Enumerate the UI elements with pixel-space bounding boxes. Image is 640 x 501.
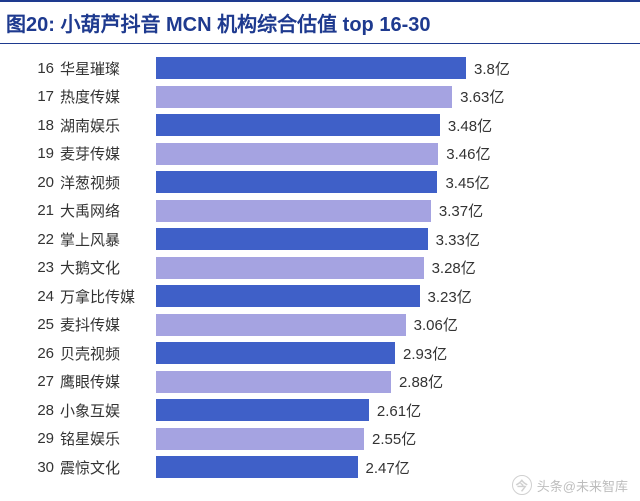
rank-label: 27 <box>20 373 60 390</box>
bar <box>156 143 438 165</box>
bar-row: 20洋葱视频 3.45亿 <box>20 168 620 197</box>
bar-wrap: 3.37亿 <box>156 200 620 222</box>
name-label: 贝壳视频 <box>60 343 156 364</box>
bar-row: 18湖南娱乐 3.48亿 <box>20 111 620 140</box>
bar <box>156 456 358 478</box>
name-label: 鹰眼传媒 <box>60 371 156 392</box>
chart-container: 图20: 小葫芦抖音 MCN 机构综合估值 top 16-30 16华星璀璨 3.… <box>0 0 640 501</box>
value-label: 3.48亿 <box>448 115 492 136</box>
bar <box>156 257 424 279</box>
bar <box>156 399 369 421</box>
value-label: 3.46亿 <box>446 143 490 164</box>
bar-row: 17热度传媒 3.63亿 <box>20 83 620 112</box>
rank-label: 22 <box>20 231 60 248</box>
bar-row: 28小象互娱 2.61亿 <box>20 396 620 425</box>
bar-row: 19麦芽传媒 3.46亿 <box>20 140 620 169</box>
value-label: 3.37亿 <box>439 200 483 221</box>
bar-wrap: 2.61亿 <box>156 399 620 421</box>
name-label: 洋葱视频 <box>60 172 156 193</box>
bar-wrap: 3.46亿 <box>156 143 620 165</box>
bar-row: 29铭星娱乐 2.55亿 <box>20 425 620 454</box>
value-label: 3.23亿 <box>428 286 472 307</box>
bar-row: 23大鹅文化 3.28亿 <box>20 254 620 283</box>
bar-row: 16华星璀璨 3.8亿 <box>20 54 620 83</box>
rank-label: 17 <box>20 88 60 105</box>
bar-wrap: 2.93亿 <box>156 342 620 364</box>
bar <box>156 342 395 364</box>
bar-wrap: 2.55亿 <box>156 428 620 450</box>
value-label: 2.93亿 <box>403 343 447 364</box>
bar <box>156 371 391 393</box>
bar-wrap: 2.88亿 <box>156 371 620 393</box>
name-label: 掌上风暴 <box>60 229 156 250</box>
value-label: 3.45亿 <box>445 172 489 193</box>
bar <box>156 314 406 336</box>
bar-row: 22掌上风暴 3.33亿 <box>20 225 620 254</box>
bar-wrap: 3.28亿 <box>156 257 620 279</box>
chart-rows: 16华星璀璨 3.8亿 17热度传媒 3.63亿 18湖南娱乐 3.48亿 19麦芽传媒 3.… <box>0 44 640 486</box>
value-label: 2.88亿 <box>399 371 443 392</box>
rank-label: 29 <box>20 430 60 447</box>
chart-title: 图20: 小葫芦抖音 MCN 机构综合估值 top 16-30 <box>0 0 640 44</box>
watermark-icon: 今 <box>512 475 532 495</box>
bar-wrap: 3.8亿 <box>156 57 620 79</box>
bar-wrap: 3.45亿 <box>156 171 620 193</box>
name-label: 震惊文化 <box>60 457 156 478</box>
value-label: 3.28亿 <box>432 257 476 278</box>
value-label: 3.63亿 <box>460 86 504 107</box>
bar <box>156 285 420 307</box>
rank-label: 21 <box>20 202 60 219</box>
rank-label: 16 <box>20 60 60 77</box>
bar-wrap: 3.23亿 <box>156 285 620 307</box>
name-label: 麦抖传媒 <box>60 314 156 335</box>
name-label: 小象互娱 <box>60 400 156 421</box>
name-label: 万拿比传媒 <box>60 286 156 307</box>
rank-label: 26 <box>20 345 60 362</box>
value-label: 2.55亿 <box>372 428 416 449</box>
rank-label: 24 <box>20 288 60 305</box>
value-label: 3.06亿 <box>414 314 458 335</box>
name-label: 华星璀璨 <box>60 58 156 79</box>
bar <box>156 228 428 250</box>
name-label: 铭星娱乐 <box>60 428 156 449</box>
bar-wrap: 3.33亿 <box>156 228 620 250</box>
name-label: 热度传媒 <box>60 86 156 107</box>
bar <box>156 114 440 136</box>
bar-row: 26贝壳视频 2.93亿 <box>20 339 620 368</box>
bar-row: 21大禹网络 3.37亿 <box>20 197 620 226</box>
rank-label: 20 <box>20 174 60 191</box>
bar <box>156 86 452 108</box>
rank-label: 28 <box>20 402 60 419</box>
value-label: 2.47亿 <box>366 457 410 478</box>
watermark: 今 头条@未来智库 <box>512 475 628 495</box>
bar <box>156 171 437 193</box>
name-label: 大禹网络 <box>60 200 156 221</box>
name-label: 湖南娱乐 <box>60 115 156 136</box>
rank-label: 23 <box>20 259 60 276</box>
rank-label: 18 <box>20 117 60 134</box>
bar-row: 25麦抖传媒 3.06亿 <box>20 311 620 340</box>
bar-wrap: 3.63亿 <box>156 86 620 108</box>
rank-label: 30 <box>20 459 60 476</box>
value-label: 3.33亿 <box>436 229 480 250</box>
bar-wrap: 3.06亿 <box>156 314 620 336</box>
bar-wrap: 3.48亿 <box>156 114 620 136</box>
bar-row: 27鹰眼传媒 2.88亿 <box>20 368 620 397</box>
bar <box>156 200 431 222</box>
name-label: 大鹅文化 <box>60 257 156 278</box>
watermark-text: 头条@未来智库 <box>537 476 628 495</box>
name-label: 麦芽传媒 <box>60 143 156 164</box>
bar <box>156 428 364 450</box>
bar-row: 24万拿比传媒 3.23亿 <box>20 282 620 311</box>
rank-label: 19 <box>20 145 60 162</box>
value-label: 2.61亿 <box>377 400 421 421</box>
rank-label: 25 <box>20 316 60 333</box>
bar <box>156 57 466 79</box>
value-label: 3.8亿 <box>474 58 510 79</box>
